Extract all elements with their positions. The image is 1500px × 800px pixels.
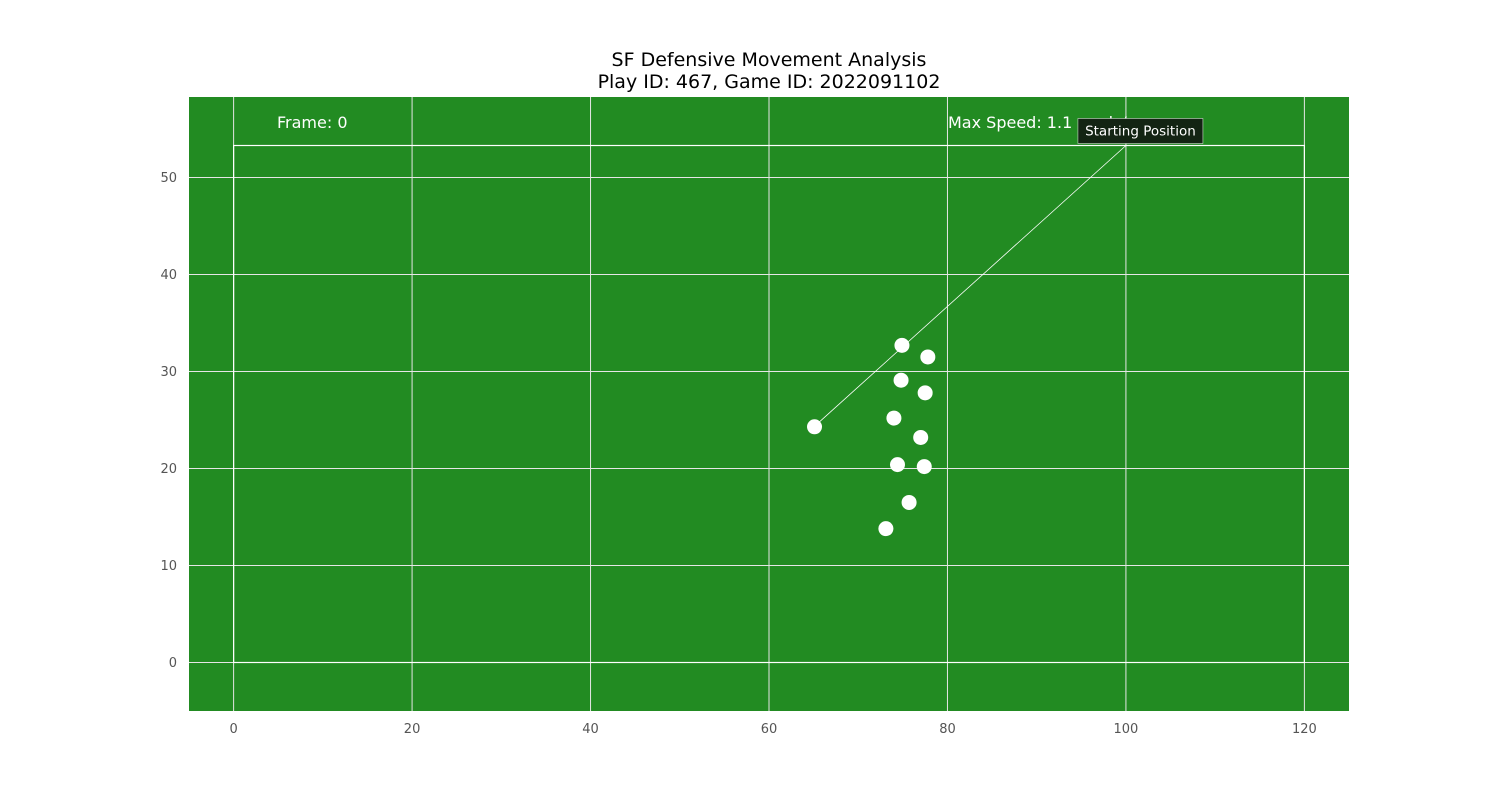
player-marker bbox=[886, 410, 902, 426]
annotation-label: Starting Position bbox=[1085, 123, 1196, 139]
player-marker bbox=[901, 494, 917, 510]
player-marker bbox=[916, 459, 932, 475]
player-marker bbox=[893, 372, 909, 388]
x-tick-label: 60 bbox=[761, 722, 778, 737]
player-marker bbox=[913, 429, 929, 445]
y-tick-label: 0 bbox=[169, 656, 177, 671]
player-marker bbox=[807, 419, 823, 435]
y-tick-label: 40 bbox=[160, 268, 177, 283]
x-tick-label: 80 bbox=[939, 722, 956, 737]
x-tick-label: 0 bbox=[229, 722, 237, 737]
y-tick-label: 10 bbox=[160, 559, 177, 574]
player-marker bbox=[878, 521, 894, 537]
y-tick-label: 20 bbox=[160, 462, 177, 477]
player-marker bbox=[889, 457, 905, 473]
x-tick-label: 40 bbox=[582, 722, 599, 737]
y-tick-label: 50 bbox=[160, 171, 177, 186]
x-tick-label: 120 bbox=[1292, 722, 1317, 737]
x-tick-label: 100 bbox=[1114, 722, 1139, 737]
frame-label: Frame: 0 bbox=[277, 113, 348, 132]
annotation-arrow bbox=[819, 145, 1127, 423]
player-marker bbox=[920, 349, 936, 365]
y-tick-label: 30 bbox=[160, 365, 177, 380]
player-marker bbox=[917, 385, 933, 401]
field-boundary bbox=[233, 144, 1305, 664]
chart-title-line-2: Play ID: 467, Game ID: 2022091102 bbox=[598, 71, 941, 93]
player-marker bbox=[894, 337, 910, 353]
annotation-box bbox=[1077, 118, 1204, 144]
x-tick-label: 20 bbox=[404, 722, 421, 737]
chart-title-line-1: SF Defensive Movement Analysis bbox=[612, 49, 927, 71]
